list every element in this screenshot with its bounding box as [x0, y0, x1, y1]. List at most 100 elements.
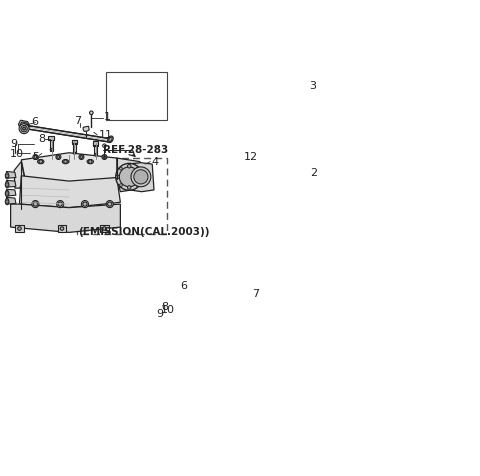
Circle shape — [172, 296, 177, 301]
Circle shape — [116, 164, 143, 191]
Text: 1: 1 — [104, 112, 111, 122]
Circle shape — [134, 170, 148, 185]
Text: 4: 4 — [152, 156, 159, 166]
Circle shape — [33, 155, 38, 160]
Polygon shape — [168, 293, 181, 303]
Circle shape — [232, 152, 238, 158]
Bar — [15, 226, 24, 232]
Polygon shape — [28, 126, 110, 143]
Bar — [58, 226, 66, 232]
Polygon shape — [177, 304, 326, 329]
Circle shape — [34, 156, 37, 159]
Circle shape — [88, 160, 92, 164]
Text: 7: 7 — [252, 288, 260, 298]
Polygon shape — [83, 127, 89, 132]
Bar — [191, 312, 195, 319]
Circle shape — [50, 149, 52, 151]
Polygon shape — [6, 172, 16, 179]
Ellipse shape — [328, 324, 335, 332]
Ellipse shape — [191, 318, 195, 320]
Circle shape — [120, 184, 122, 187]
Bar — [243, 158, 254, 170]
Polygon shape — [14, 162, 25, 189]
Bar — [233, 317, 238, 325]
Circle shape — [252, 101, 303, 152]
Circle shape — [57, 156, 60, 159]
Circle shape — [103, 156, 106, 159]
Text: 9: 9 — [10, 139, 17, 149]
Circle shape — [305, 165, 311, 170]
Polygon shape — [72, 140, 77, 144]
Circle shape — [136, 168, 139, 170]
Circle shape — [103, 227, 106, 231]
Circle shape — [102, 155, 107, 160]
Bar — [106, 73, 168, 121]
Circle shape — [95, 155, 96, 157]
Ellipse shape — [5, 173, 9, 179]
Circle shape — [32, 201, 39, 208]
Polygon shape — [308, 99, 335, 155]
Text: 8: 8 — [161, 301, 168, 311]
Circle shape — [103, 145, 106, 148]
Circle shape — [253, 153, 262, 162]
Circle shape — [5, 192, 9, 196]
Ellipse shape — [5, 199, 9, 205]
Polygon shape — [229, 90, 241, 162]
Circle shape — [58, 202, 62, 207]
Circle shape — [57, 201, 64, 208]
Bar — [72, 141, 77, 145]
Circle shape — [80, 156, 83, 159]
Circle shape — [131, 168, 151, 188]
Circle shape — [56, 155, 61, 160]
Ellipse shape — [108, 137, 113, 143]
Circle shape — [18, 227, 21, 231]
Polygon shape — [21, 153, 120, 183]
Circle shape — [33, 202, 37, 207]
Circle shape — [267, 116, 288, 138]
Text: 10: 10 — [10, 149, 24, 159]
Circle shape — [60, 227, 64, 231]
Circle shape — [250, 150, 264, 165]
Bar — [49, 138, 54, 141]
Ellipse shape — [5, 182, 9, 188]
Ellipse shape — [311, 113, 326, 138]
Bar — [281, 322, 285, 330]
Circle shape — [39, 160, 43, 164]
Ellipse shape — [87, 160, 94, 164]
Polygon shape — [117, 159, 144, 192]
Polygon shape — [166, 290, 183, 305]
Polygon shape — [20, 177, 120, 208]
Text: (EMISSION(CAL.2003)): (EMISSION(CAL.2003)) — [79, 227, 210, 237]
Circle shape — [128, 165, 131, 169]
Ellipse shape — [108, 138, 112, 142]
Circle shape — [21, 126, 27, 133]
Bar — [233, 314, 238, 317]
Ellipse shape — [329, 325, 333, 330]
Polygon shape — [6, 181, 16, 188]
Polygon shape — [11, 205, 120, 233]
Text: REF.28-283: REF.28-283 — [103, 145, 168, 155]
Polygon shape — [128, 163, 154, 192]
Circle shape — [5, 200, 9, 204]
Text: 6: 6 — [180, 280, 187, 290]
Circle shape — [120, 168, 139, 188]
Circle shape — [136, 184, 139, 187]
Text: 9: 9 — [156, 308, 163, 318]
Circle shape — [64, 160, 67, 164]
Bar — [49, 141, 53, 149]
Circle shape — [83, 202, 87, 207]
Polygon shape — [6, 198, 16, 205]
Text: 3: 3 — [309, 81, 316, 91]
Ellipse shape — [313, 117, 324, 133]
Polygon shape — [93, 142, 98, 146]
Circle shape — [255, 156, 259, 159]
Circle shape — [258, 108, 298, 146]
Ellipse shape — [37, 160, 44, 164]
Circle shape — [82, 201, 88, 208]
Text: 2: 2 — [310, 168, 317, 178]
Text: 12: 12 — [244, 151, 258, 161]
Polygon shape — [6, 190, 16, 197]
Text: 10: 10 — [160, 305, 174, 315]
Circle shape — [19, 124, 29, 134]
Circle shape — [128, 186, 131, 190]
